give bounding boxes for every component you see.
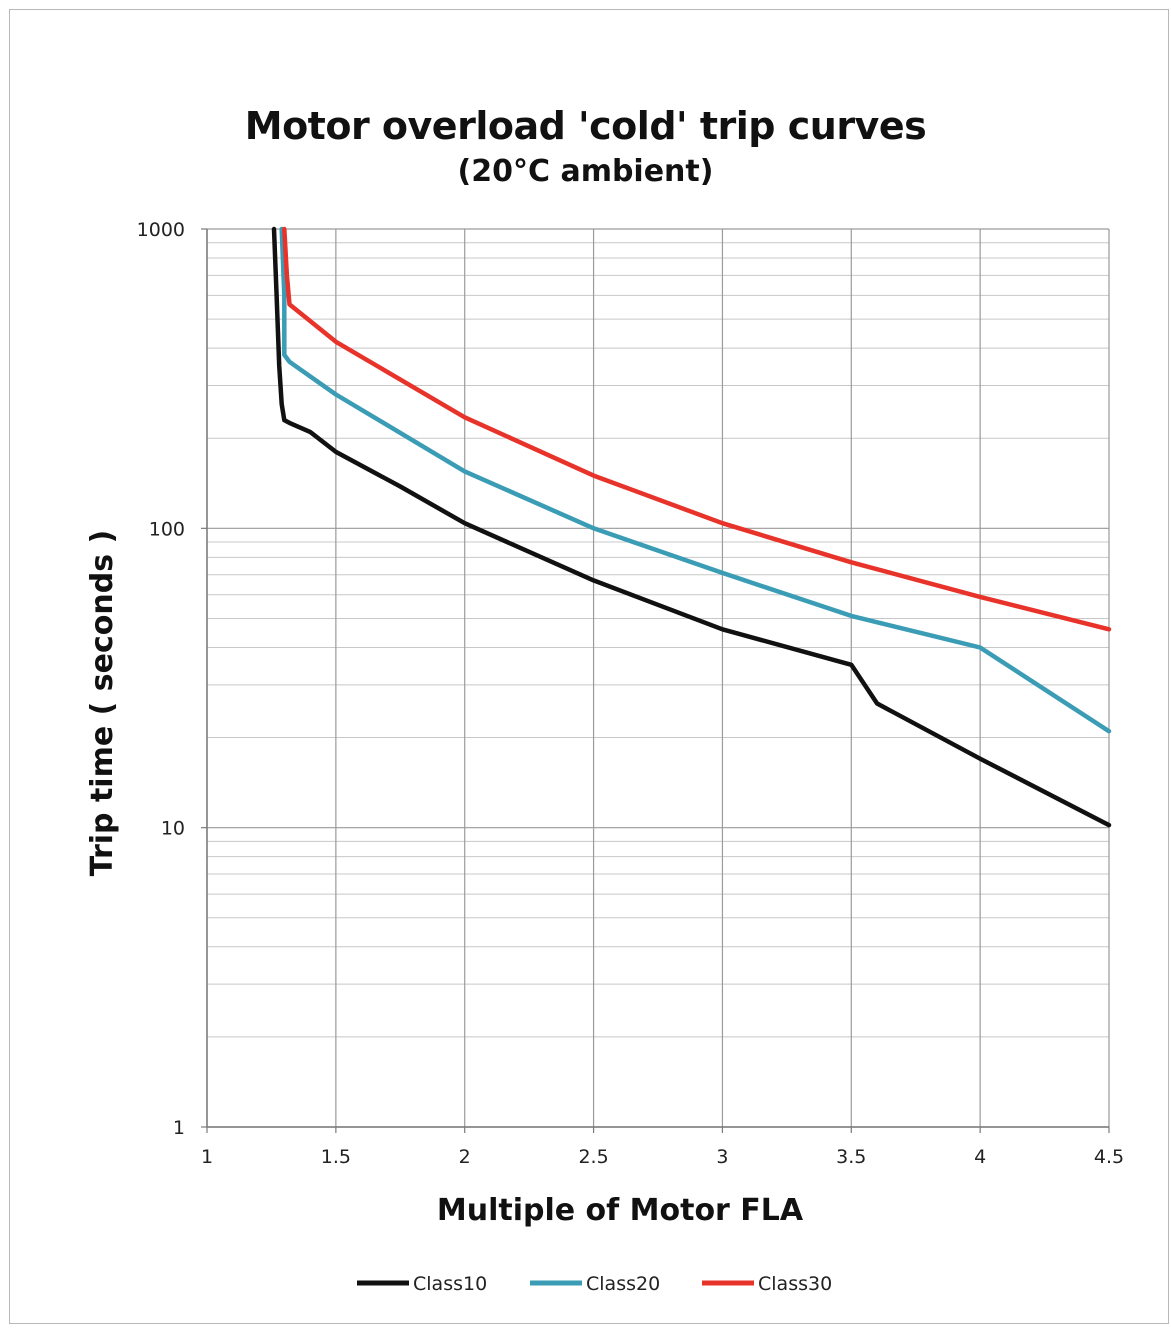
x-tick-label: 4	[974, 1146, 986, 1168]
x-tick-label: 3.5	[836, 1146, 866, 1168]
series-line-class20	[279, 226, 1112, 734]
x-tick-labels: 1 1.5 2 2.5 3 3.5 4 4.5	[201, 1127, 1124, 1168]
axes	[206, 229, 1109, 1128]
x-tick-label: 4.5	[1094, 1146, 1124, 1168]
y-tick-labels: 1 10 100 1000	[137, 219, 207, 1139]
y-tick-label: 1000	[137, 219, 185, 241]
series-line-class30	[282, 226, 1112, 632]
chart-title: Motor overload 'cold' trip curves	[244, 104, 927, 148]
y-axis-label: Trip time ( seconds )	[85, 530, 120, 876]
x-tick-label: 2.5	[578, 1146, 608, 1168]
x-tick-label: 2	[459, 1146, 471, 1168]
y-tick-label: 1	[173, 1117, 185, 1139]
x-axis-label: Multiple of Motor FLA	[437, 1193, 804, 1228]
chart-subtitle: (20°C ambient)	[457, 154, 714, 189]
x-tick-label: 1.5	[321, 1146, 351, 1168]
legend-label-class20: Class20	[586, 1273, 660, 1295]
y-tick-label: 100	[149, 518, 185, 540]
series-line-class10	[271, 226, 1112, 828]
legend-label-class30: Class30	[758, 1273, 832, 1295]
legend: Class10 Class20 Class30	[357, 1273, 832, 1295]
chart-frame	[9, 9, 1169, 1324]
series-lines	[271, 226, 1112, 828]
x-tick-label: 1	[201, 1146, 213, 1168]
x-tick-label: 3	[716, 1146, 728, 1168]
y-tick-label: 10	[161, 818, 185, 840]
grid	[206, 228, 1110, 1128]
legend-label-class10: Class10	[413, 1273, 487, 1295]
